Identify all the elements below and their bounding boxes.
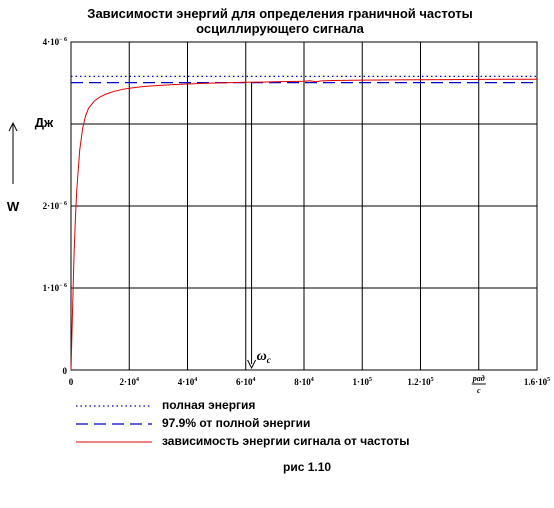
annotations: ωсωДжW bbox=[7, 82, 271, 370]
figure-caption: рис 1.10 bbox=[283, 460, 332, 474]
legend-swatch-solid bbox=[76, 441, 152, 443]
legend-label-curve: зависимость энергии сигнала от частоты bbox=[162, 434, 410, 448]
y-tick-label-1: 1·10− 6 bbox=[43, 283, 67, 293]
grid bbox=[70, 41, 538, 371]
y-tick-label-0: 0 bbox=[63, 366, 68, 376]
cutoff-label: ωс bbox=[257, 349, 271, 365]
x-tick-label-0: 0 bbox=[69, 377, 74, 387]
legend-label-total: полная энергия bbox=[162, 398, 256, 412]
cutoff-arrowhead bbox=[247, 359, 257, 370]
x-tick-label-3: 6·104 bbox=[236, 377, 256, 387]
chart-title-line-2: осциллирующего сигнала bbox=[196, 21, 364, 36]
y-axis-unit: Дж bbox=[35, 115, 54, 130]
y-axis-arrowhead bbox=[8, 121, 18, 132]
x-tick-label-6: 1.2·105 bbox=[407, 377, 433, 387]
y-axis-label: W bbox=[7, 199, 20, 214]
y-tick-label-3: 4·10− 6 bbox=[43, 37, 67, 47]
legend-swatch-dotted bbox=[76, 405, 152, 407]
x-tick-label-7: 1.6·105 bbox=[524, 377, 550, 387]
tick-labels: 0 2·104 4·104 6·104 8·104 1·105 1.2·105 1.6·105… bbox=[43, 37, 551, 395]
series-line-2 bbox=[70, 78, 538, 371]
legend-label-threshold: 97.9% от полной энергии bbox=[162, 416, 311, 430]
legend-swatch-dashed bbox=[76, 423, 152, 425]
series-group bbox=[70, 75, 538, 371]
y-tick-label-2: 2·10− 6 bbox=[43, 201, 67, 211]
x-tick-label-1: 2·104 bbox=[119, 377, 139, 387]
x-tick-label-4: 8·104 bbox=[294, 377, 314, 387]
chart-title-line-1: Зависимости энергий для определения гран… bbox=[87, 6, 473, 21]
x-tick-label-5: 1·105 bbox=[352, 377, 372, 387]
x-tick-label-2: 4·104 bbox=[178, 377, 198, 387]
x-unit-numerator: рад bbox=[472, 374, 485, 383]
chart-canvas: 0 2·104 4·104 6·104 8·104 1·105 1.2·105 1.6·105… bbox=[7, 37, 551, 395]
x-unit-denominator: с bbox=[477, 386, 481, 395]
